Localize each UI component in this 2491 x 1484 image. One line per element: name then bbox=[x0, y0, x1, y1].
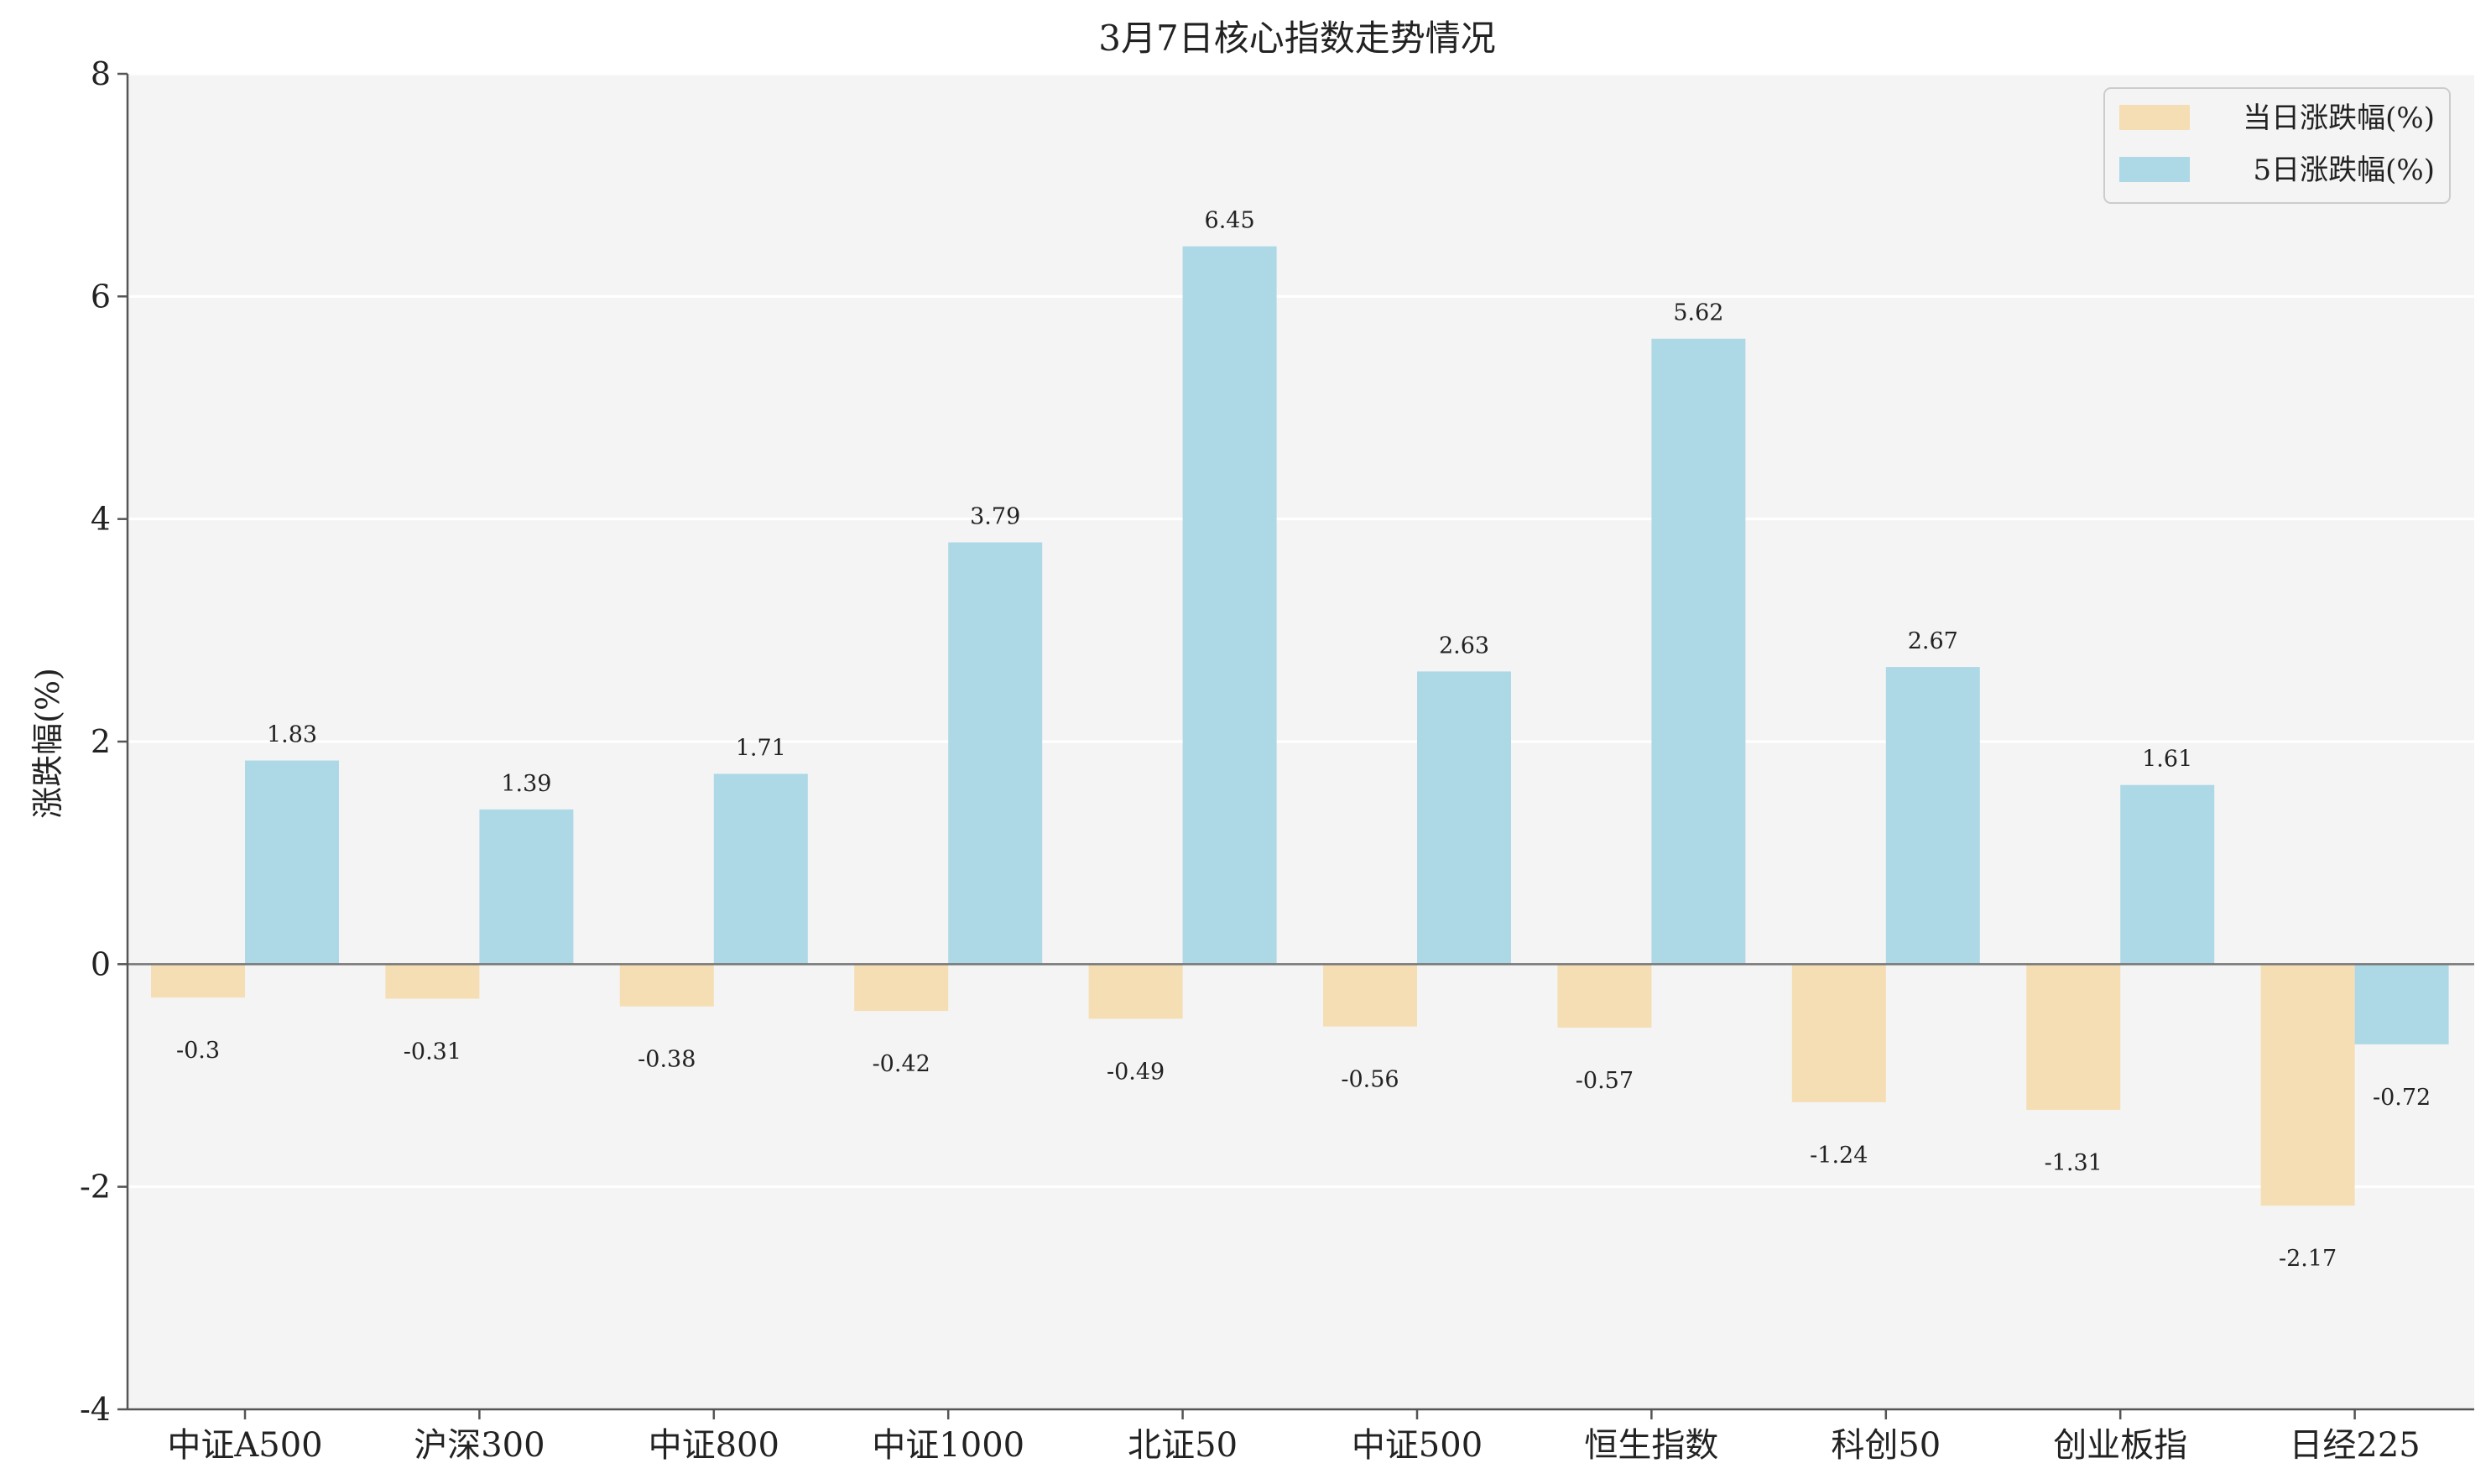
data-label: -1.31 bbox=[2045, 1150, 2103, 1176]
x-tick-label: 中证A500 bbox=[167, 1426, 322, 1465]
bar-five-day bbox=[1182, 246, 1277, 965]
bar-daily bbox=[1557, 964, 1652, 1028]
x-tick-label: 北证50 bbox=[1128, 1426, 1238, 1465]
legend: 当日涨跌幅(%) 5日涨跌幅(%) bbox=[2103, 87, 2451, 204]
data-label: 1.71 bbox=[736, 735, 786, 761]
x-tick-label: 恒生指数 bbox=[1584, 1426, 1718, 1465]
x-tick-label: 中证1000 bbox=[872, 1426, 1024, 1465]
bar-daily bbox=[1791, 964, 1886, 1102]
y-axis-label: 涨跌幅(%) bbox=[29, 668, 66, 819]
data-label: 2.67 bbox=[1908, 628, 1958, 654]
data-labels: -0.3 -0.31 -0.38 -0.42 -0.49 -0.56 -0.57 -1.24 -… bbox=[176, 208, 2431, 1273]
data-label: -0.42 bbox=[873, 1051, 930, 1077]
y-tick-label: 8 bbox=[91, 55, 111, 92]
data-label: -0.56 bbox=[1341, 1067, 1399, 1093]
x-tick-label: 科创50 bbox=[1831, 1426, 1941, 1465]
data-label: 2.63 bbox=[1439, 633, 1489, 659]
legend-swatch bbox=[2119, 157, 2190, 182]
bar-five-day bbox=[479, 809, 574, 965]
x-tick-label: 中证500 bbox=[1352, 1426, 1483, 1465]
bars bbox=[151, 246, 2449, 1206]
data-label: 1.61 bbox=[2142, 747, 2192, 773]
legend-box bbox=[2103, 87, 2451, 204]
bar-five-day bbox=[245, 760, 339, 965]
bar-daily bbox=[385, 964, 480, 999]
y-tick-label: -2 bbox=[80, 1169, 111, 1205]
x-tick-label: 日经225 bbox=[2289, 1426, 2420, 1465]
data-label: -0.31 bbox=[404, 1039, 461, 1065]
data-label: -0.72 bbox=[2373, 1085, 2431, 1111]
y-tick-label: 6 bbox=[91, 278, 111, 315]
bar-daily bbox=[151, 964, 245, 998]
bar-five-day bbox=[1651, 338, 1746, 965]
data-label: -1.24 bbox=[1810, 1143, 1868, 1169]
bar-daily bbox=[1088, 964, 1183, 1019]
axes: -4 -2 0 2 4 6 8 中证A500 沪深300 中证800 中证1000 北证50 中证500… bbox=[80, 55, 2474, 1465]
bar-five-day bbox=[948, 542, 1043, 965]
data-label: 1.83 bbox=[267, 722, 317, 748]
bar-daily bbox=[2026, 964, 2121, 1111]
bar-daily bbox=[619, 964, 714, 1007]
bar-daily bbox=[2260, 964, 2355, 1206]
bar-daily bbox=[854, 964, 949, 1012]
bar-five-day bbox=[1885, 667, 1980, 965]
data-label: 3.79 bbox=[970, 504, 1020, 530]
legend-label: 当日涨跌幅(%) bbox=[2243, 102, 2435, 135]
x-tick-label: 沪深300 bbox=[414, 1426, 545, 1465]
y-tick-label: -4 bbox=[80, 1391, 111, 1428]
data-label: -0.49 bbox=[1107, 1059, 1165, 1085]
y-tick-label: 0 bbox=[91, 945, 111, 982]
data-label: 1.39 bbox=[501, 771, 551, 797]
x-tick-label: 中证800 bbox=[649, 1426, 779, 1465]
bar-five-day bbox=[713, 773, 808, 965]
data-label: 6.45 bbox=[1205, 208, 1255, 234]
data-label: -0.57 bbox=[1576, 1068, 1634, 1094]
data-label: -0.38 bbox=[638, 1047, 696, 1073]
y-tick-label: 4 bbox=[91, 501, 111, 538]
data-label: 5.62 bbox=[1673, 300, 1723, 326]
bar-five-day bbox=[1417, 671, 1511, 965]
data-label: -0.3 bbox=[176, 1038, 220, 1064]
x-tick-label: 创业板指 bbox=[2053, 1426, 2187, 1465]
data-label: -2.17 bbox=[2279, 1246, 2337, 1272]
legend-swatch bbox=[2119, 105, 2190, 130]
y-tick-label: 2 bbox=[91, 723, 111, 760]
legend-label: 5日涨跌幅(%) bbox=[2254, 154, 2435, 187]
chart-title: 3月7日核心指数走势情况 bbox=[1098, 18, 1495, 59]
bar-daily bbox=[1323, 964, 1417, 1027]
bar-five-day bbox=[2120, 784, 2215, 965]
bar-five-day bbox=[2354, 964, 2449, 1044]
